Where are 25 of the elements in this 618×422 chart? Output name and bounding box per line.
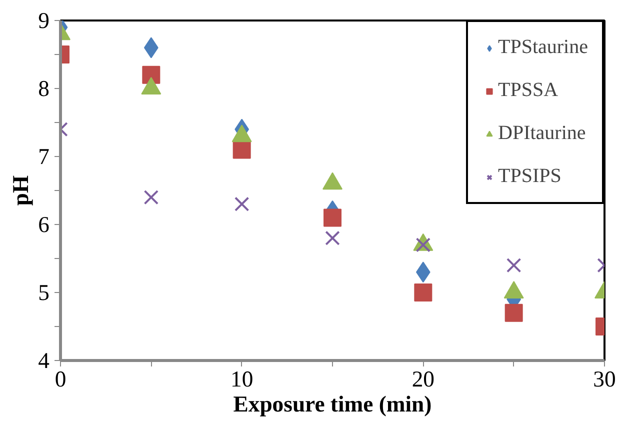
y-tick-label: 8 (38, 76, 50, 101)
y-tick-label: 7 (38, 144, 50, 169)
point (504, 304, 523, 322)
point (324, 208, 342, 227)
point (144, 190, 159, 205)
legend-label: TPSSA (498, 79, 558, 102)
legend-label: DPItaurine (498, 122, 586, 145)
y-tick-label: 9 (38, 8, 50, 33)
y-tick-label: 6 (38, 212, 50, 237)
legend-label: TPStaurine (498, 36, 588, 59)
point (232, 140, 251, 159)
x-tick-label: 30 (593, 366, 616, 392)
point (414, 284, 432, 302)
x-tick-label: 0 (54, 366, 66, 392)
point (234, 196, 250, 212)
x-tick-label: 20 (412, 366, 434, 392)
legend-label: TPSIPS (498, 165, 562, 188)
point (325, 230, 340, 246)
point (506, 258, 522, 273)
x-axis-title: Exposure time (min) (233, 392, 432, 416)
x-tick-label: 10 (230, 366, 254, 392)
point (142, 66, 160, 84)
y-tick-label: 4 (38, 348, 50, 373)
y-axis-title: pH (8, 175, 34, 206)
y-tick-label: 5 (38, 280, 50, 305)
